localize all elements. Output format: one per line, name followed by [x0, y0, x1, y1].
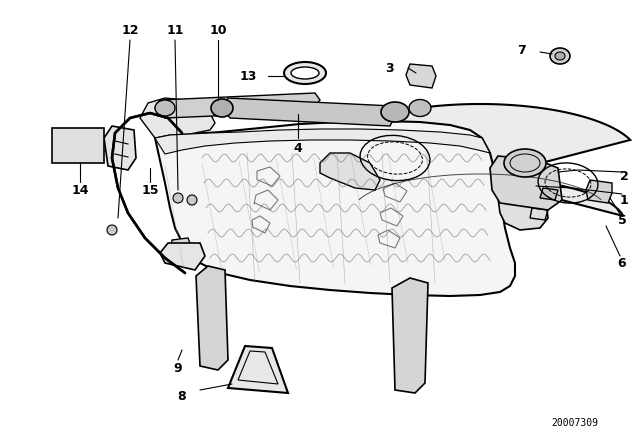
- Polygon shape: [490, 156, 562, 210]
- Text: 11: 11: [166, 23, 184, 36]
- Text: 5: 5: [618, 214, 627, 227]
- Ellipse shape: [381, 102, 409, 122]
- Polygon shape: [155, 93, 320, 118]
- Text: 3: 3: [386, 61, 394, 74]
- Ellipse shape: [155, 100, 175, 116]
- Circle shape: [187, 195, 197, 205]
- Polygon shape: [170, 238, 192, 258]
- Text: 7: 7: [518, 43, 526, 56]
- Text: 4: 4: [294, 142, 302, 155]
- Polygon shape: [330, 104, 630, 216]
- Polygon shape: [104, 126, 136, 170]
- Text: 14: 14: [71, 184, 89, 197]
- Text: 12: 12: [121, 23, 139, 36]
- Polygon shape: [406, 64, 436, 88]
- Text: 1: 1: [620, 194, 628, 207]
- Text: 8: 8: [178, 389, 186, 402]
- Polygon shape: [586, 180, 612, 203]
- Polygon shape: [320, 153, 380, 190]
- Ellipse shape: [555, 52, 565, 60]
- Polygon shape: [228, 346, 288, 393]
- Polygon shape: [155, 121, 515, 296]
- Polygon shape: [140, 98, 215, 138]
- Polygon shape: [222, 98, 395, 126]
- Ellipse shape: [291, 67, 319, 79]
- Ellipse shape: [504, 149, 546, 177]
- Text: 10: 10: [209, 23, 227, 36]
- Text: 15: 15: [141, 184, 159, 197]
- Circle shape: [107, 225, 117, 235]
- Circle shape: [173, 193, 183, 203]
- Text: 9: 9: [173, 362, 182, 375]
- Text: 20007309: 20007309: [551, 418, 598, 428]
- Ellipse shape: [211, 99, 233, 117]
- Text: 2: 2: [620, 169, 628, 182]
- Text: 6: 6: [618, 257, 627, 270]
- Polygon shape: [392, 278, 428, 393]
- Ellipse shape: [409, 99, 431, 116]
- Polygon shape: [160, 243, 205, 270]
- Ellipse shape: [284, 62, 326, 84]
- Polygon shape: [540, 188, 558, 200]
- Polygon shape: [498, 176, 548, 230]
- FancyBboxPatch shape: [52, 128, 104, 163]
- Text: 13: 13: [239, 69, 257, 82]
- Ellipse shape: [550, 48, 570, 64]
- Polygon shape: [196, 266, 228, 370]
- Polygon shape: [155, 129, 490, 154]
